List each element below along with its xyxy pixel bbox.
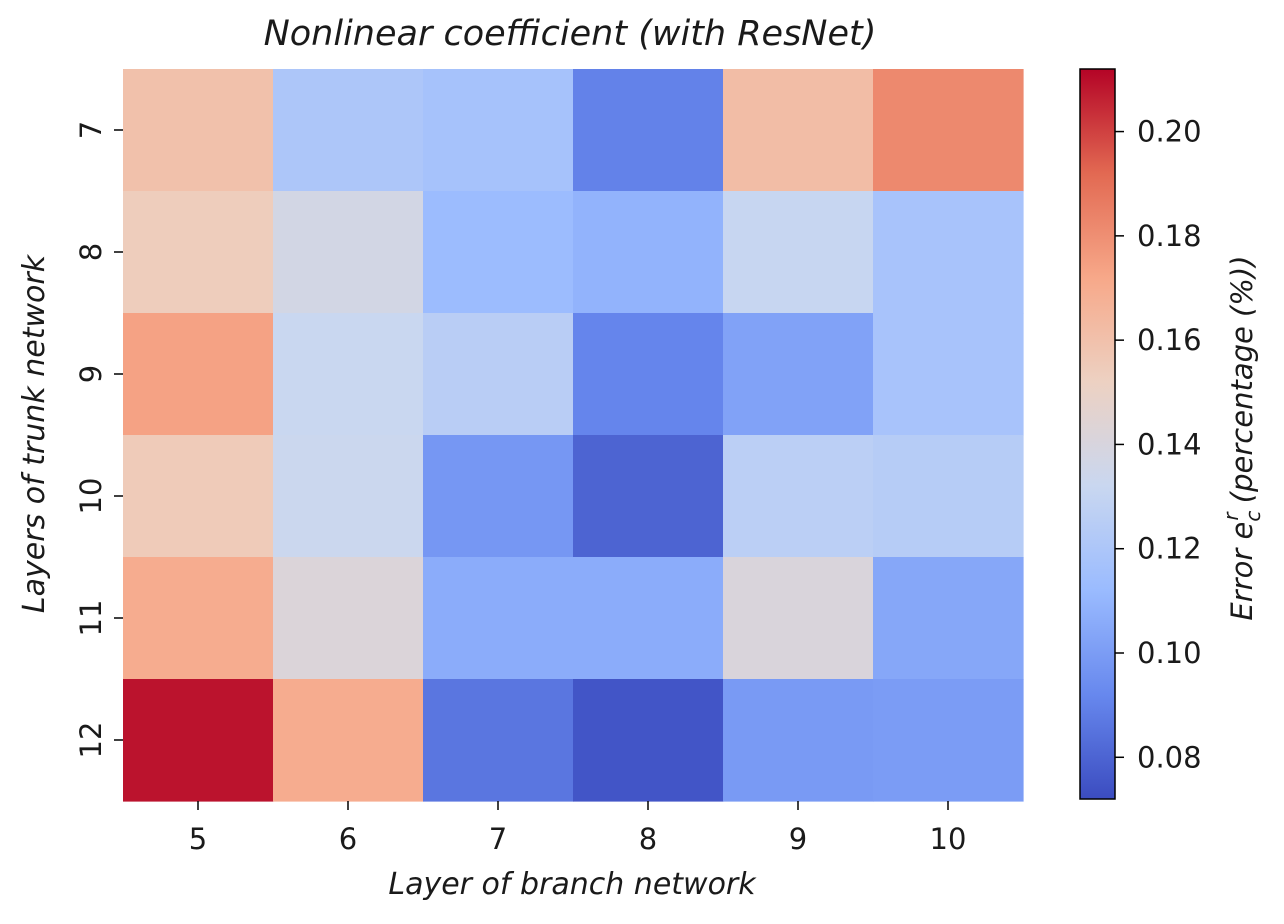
heatmap-cell-r10-c8 (573, 435, 724, 558)
heatmap-cell-r8-c8 (573, 191, 724, 314)
x-tick-label: 8 (639, 822, 657, 856)
colorbar-tick-label: 0.10 (1137, 636, 1202, 670)
heatmap-cell-r8-c6 (273, 191, 424, 314)
heatmap-cell-r8-c5 (123, 191, 274, 314)
colorbar-label-sub: c (1241, 511, 1265, 522)
heatmap-cell-r7-c9 (723, 69, 874, 192)
heatmap-cell-r10-c5 (123, 435, 274, 558)
heatmap-cells (123, 69, 1024, 802)
heatmap-cell-r12-c6 (273, 679, 424, 802)
y-tick-label: 7 (74, 121, 108, 139)
heatmap-cell-r11-c5 (123, 557, 274, 680)
heatmap-cell-r11-c7 (423, 557, 574, 680)
chart-title: Nonlinear coefficient (with ResNet) (264, 14, 877, 54)
heatmap-cell-r9-c7 (423, 313, 574, 436)
y-tick-label: 12 (74, 722, 108, 759)
heatmap-cell-r8-c10 (873, 191, 1024, 314)
colorbar-tick-label: 0.18 (1137, 219, 1202, 253)
heatmap-cell-r8-c7 (423, 191, 574, 314)
heatmap-cell-r10-c7 (423, 435, 574, 558)
colorbar (1079, 68, 1116, 800)
heatmap-cell-r11-c9 (723, 557, 874, 680)
colorbar-ticks: 0.08 0.10 0.12 0.14 0.16 0.18 0.20 (1115, 115, 1202, 774)
x-tick-label: 6 (339, 822, 357, 856)
y-axis-label: Layers of trunk network (17, 253, 52, 613)
x-tick-label: 7 (489, 822, 507, 856)
heatmap-cell-r7-c8 (573, 69, 724, 192)
heatmap-cell-r7-c5 (123, 69, 274, 192)
heatmap-cell-r9-c5 (123, 313, 274, 436)
y-tick-label: 9 (74, 365, 108, 383)
y-axis-ticks: 7 8 9 10 11 12 (74, 121, 123, 759)
heatmap-cell-r10-c6 (273, 435, 424, 558)
heatmap-cell-r11-c8 (573, 557, 724, 680)
colorbar-tick-label: 0.14 (1137, 427, 1202, 461)
heatmap-cell-r10-c9 (723, 435, 874, 558)
heatmap-cell-r11-c6 (273, 557, 424, 680)
x-tick-label: 9 (789, 822, 807, 856)
x-tick-label: 5 (189, 822, 207, 856)
heatmap-cell-r11-c10 (873, 557, 1024, 680)
x-tick-label: 10 (930, 822, 967, 856)
heatmap-cell-r9-c8 (573, 313, 724, 436)
colorbar-label: Error ecr (percentage (%)) (1219, 255, 1265, 620)
colorbar-label-sup: r (1219, 511, 1243, 521)
heatmap-cell-r9-c10 (873, 313, 1024, 436)
colorbar-tick-label: 0.20 (1137, 115, 1202, 149)
heatmap-cell-r12-c10 (873, 679, 1024, 802)
x-axis-label: Layer of branch network (388, 867, 757, 902)
heatmap-cell-r7-c10 (873, 69, 1024, 192)
heatmap-cell-r12-c5 (123, 679, 274, 802)
colorbar-tick-label: 0.08 (1137, 740, 1202, 774)
heatmap-cell-r7-c7 (423, 69, 574, 192)
heatmap-cell-r10-c10 (873, 435, 1024, 558)
heatmap-cell-r12-c8 (573, 679, 724, 802)
colorbar-label-suffix: (percentage (%)) (1225, 255, 1259, 512)
heatmap-cell-r9-c6 (273, 313, 424, 436)
y-tick-label: 8 (74, 243, 108, 261)
heatmap-cell-r12-c9 (723, 679, 874, 802)
heatmap-cell-r12-c7 (423, 679, 574, 802)
x-axis-ticks: 5 6 7 8 9 10 (189, 801, 967, 856)
heatmap-cell-r8-c9 (723, 191, 874, 314)
heatmap-cell-r9-c9 (723, 313, 874, 436)
colorbar-tick-label: 0.16 (1137, 323, 1202, 357)
y-tick-label: 10 (74, 478, 108, 515)
y-tick-label: 11 (74, 600, 108, 637)
colorbar-tick-label: 0.12 (1137, 532, 1202, 566)
heatmap-cell-r7-c6 (273, 69, 424, 192)
colorbar-label-prefix: Error e (1225, 522, 1259, 621)
